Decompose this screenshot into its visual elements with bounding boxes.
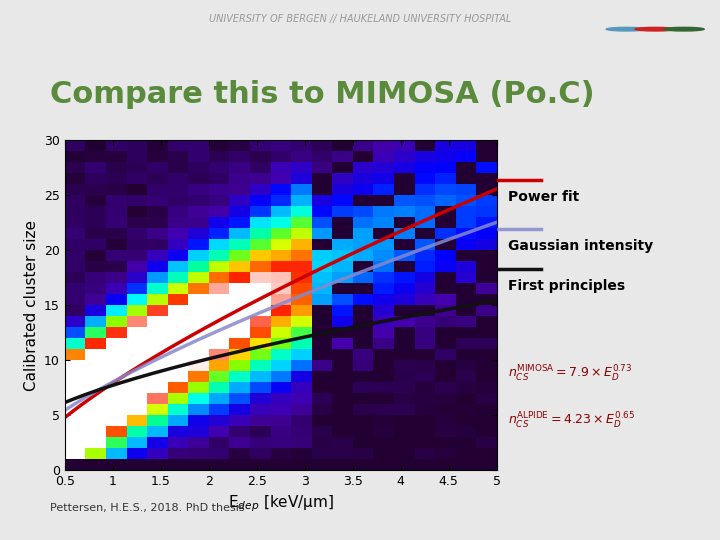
Text: Compare this to MIMOSA (Po.C): Compare this to MIMOSA (Po.C) (50, 80, 595, 109)
Text: $n_{CS}^{\rm MIMOSA} = 7.9 \times E_D^{0.73}$: $n_{CS}^{\rm MIMOSA} = 7.9 \times E_D^{0… (508, 364, 632, 384)
Text: Gaussian intensity: Gaussian intensity (508, 239, 653, 253)
Circle shape (606, 28, 647, 31)
Text: $n_{CS}^{\rm ALPIDE} = 4.23 \times E_D^{0.65}$: $n_{CS}^{\rm ALPIDE} = 4.23 \times E_D^{… (508, 410, 635, 430)
Text: UNIVERSITY OF BERGEN // HAUKELAND UNIVERSITY HOSPITAL: UNIVERSITY OF BERGEN // HAUKELAND UNIVER… (209, 15, 511, 24)
Text: Pettersen, H.E.S., 2018. PhD thesis: Pettersen, H.E.S., 2018. PhD thesis (50, 503, 245, 512)
Circle shape (635, 28, 675, 31)
Y-axis label: Calibrated cluster size: Calibrated cluster size (24, 220, 38, 390)
Text: Power fit: Power fit (508, 190, 579, 204)
X-axis label: E$_{dep}$ [keV/μm]: E$_{dep}$ [keV/μm] (228, 493, 334, 514)
Circle shape (664, 28, 704, 31)
Text: First principles: First principles (508, 279, 625, 293)
